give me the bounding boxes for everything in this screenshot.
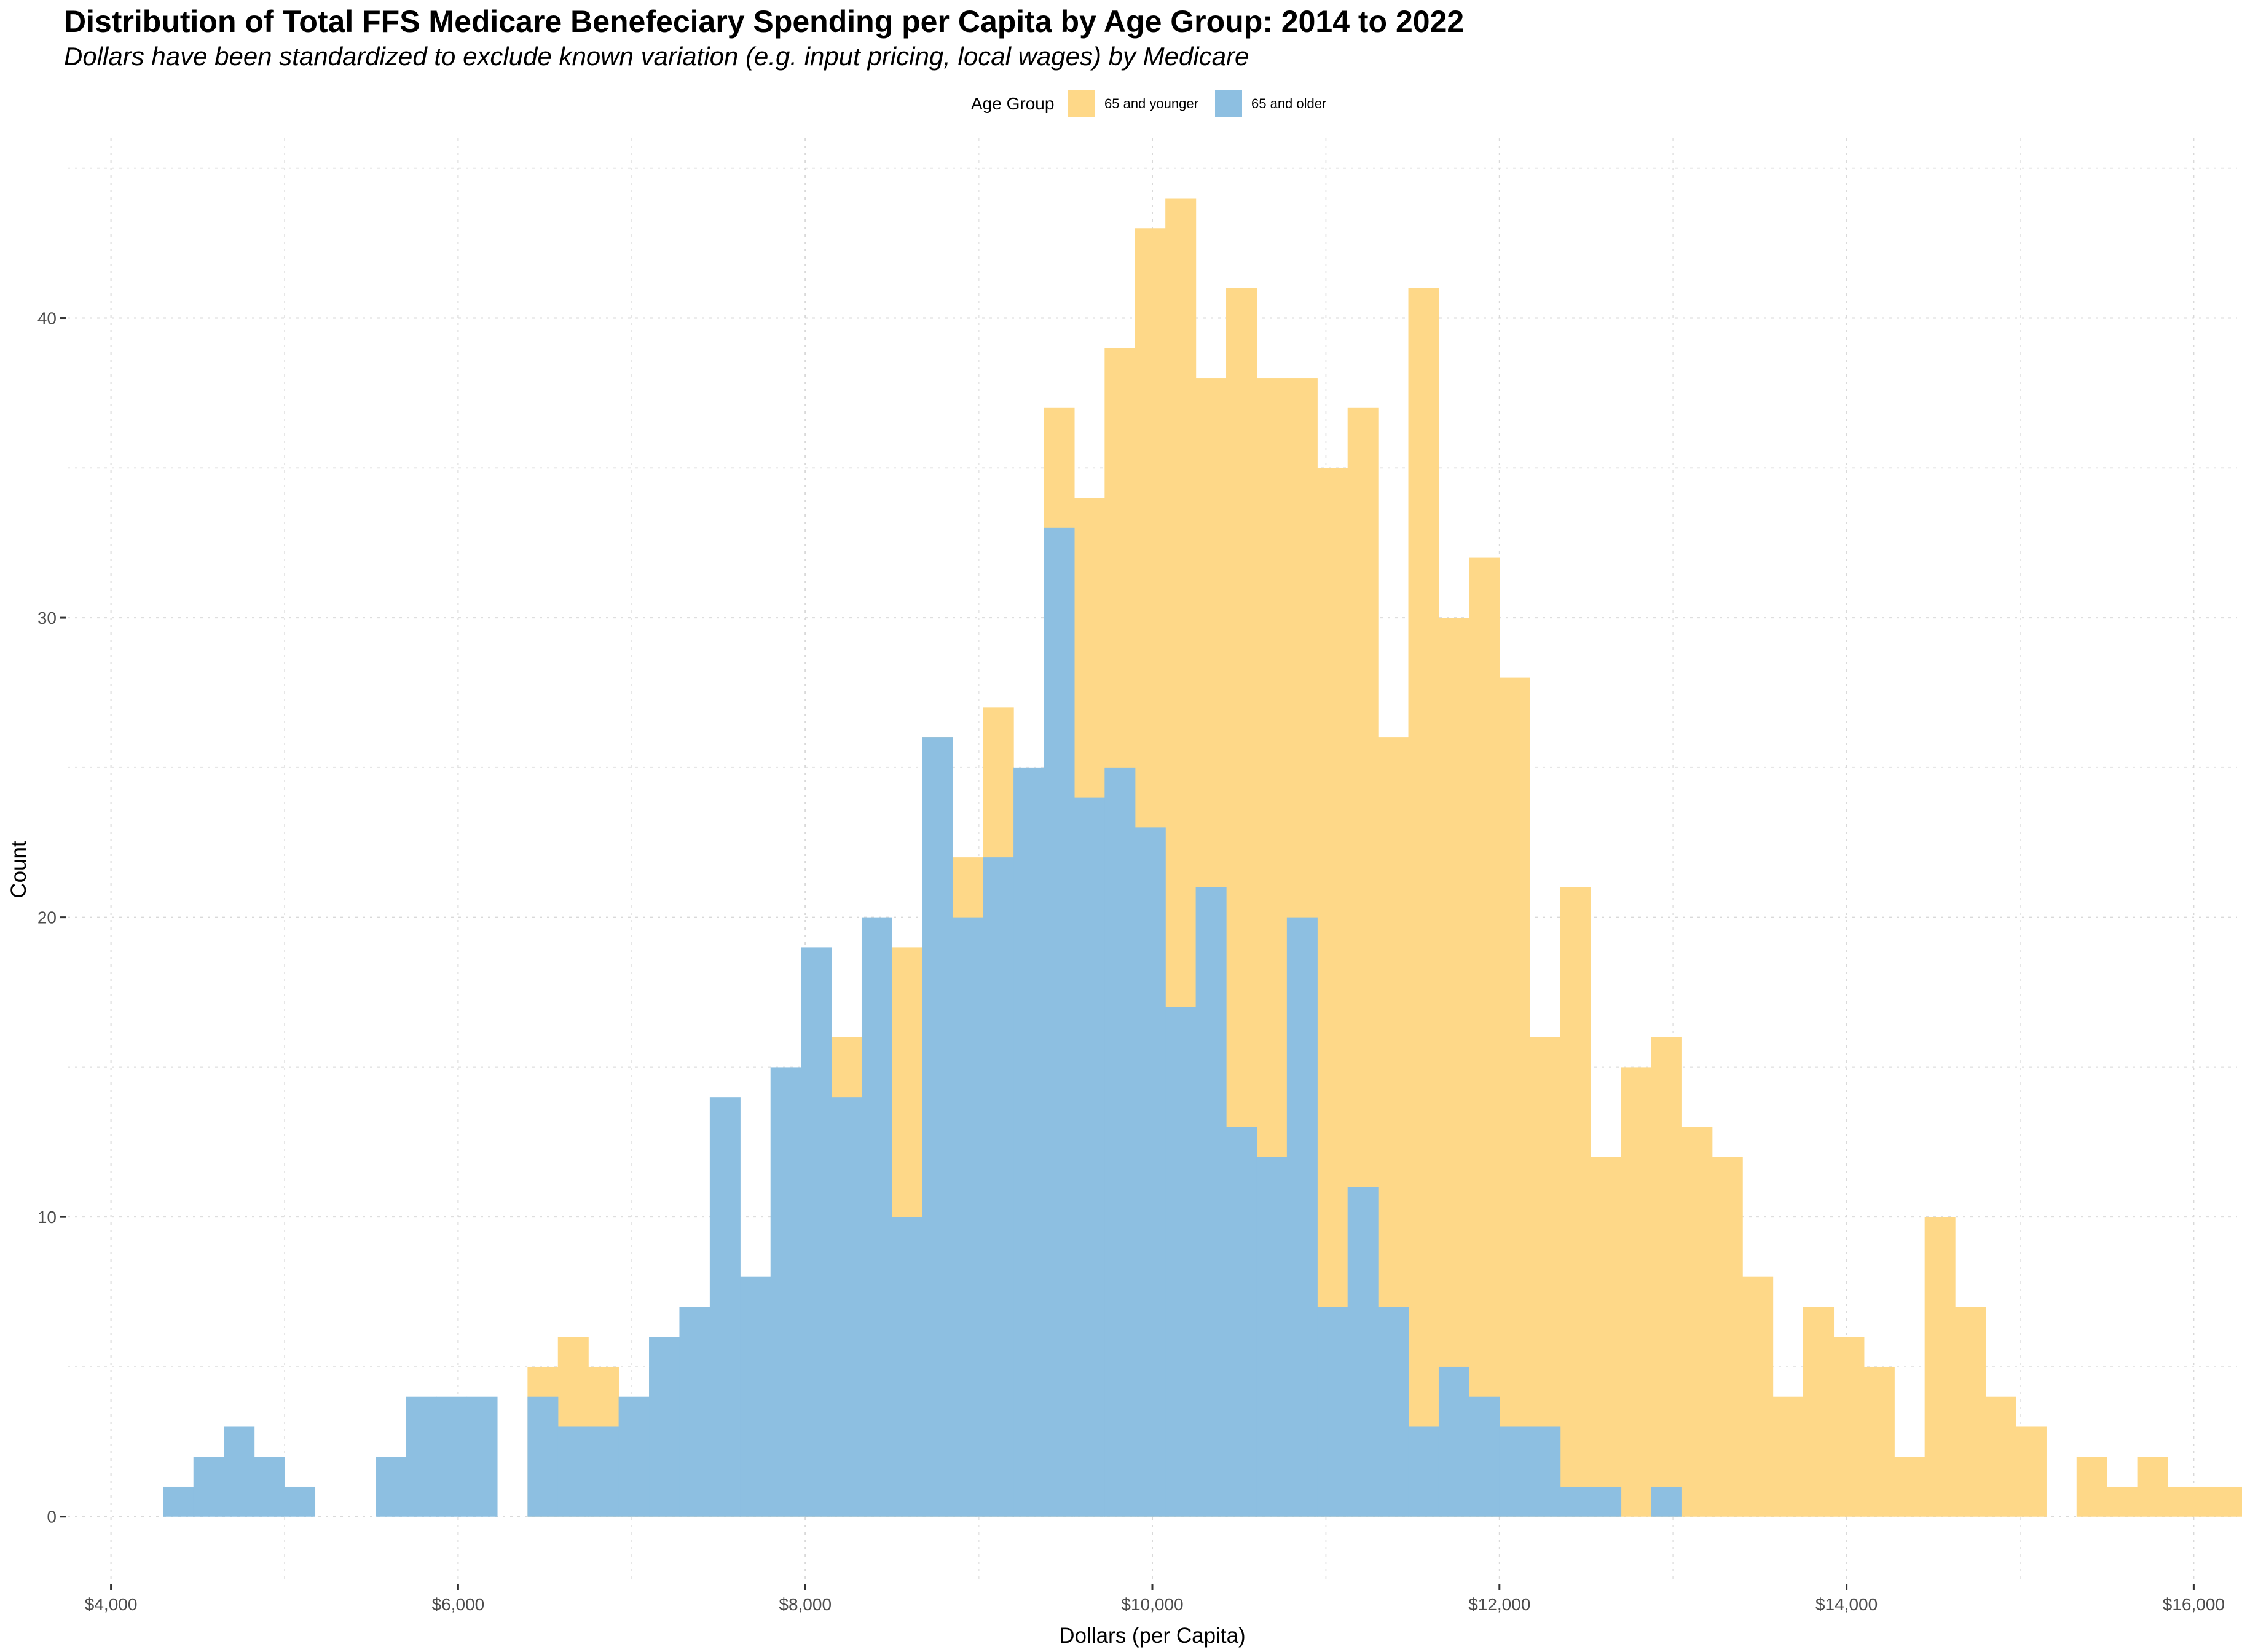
bar-65-and-older (1195, 887, 1227, 1517)
bar-65-and-younger (1924, 1217, 1956, 1517)
bar-65-and-older (466, 1396, 498, 1517)
bar-65-and-older (740, 1276, 771, 1517)
y-tick-label: 30 (37, 608, 57, 627)
bar-65-and-younger (1742, 1276, 1774, 1517)
legend-swatch-65-and-younger (1068, 90, 1095, 117)
bar-65-and-older (285, 1486, 316, 1517)
bar-65-and-older (1165, 1007, 1197, 1517)
bar-65-and-older (922, 738, 953, 1517)
bars (163, 198, 2242, 1517)
bar-65-and-older (376, 1457, 407, 1517)
x-tick-label: $4,000 (85, 1595, 138, 1614)
bar-65-and-older (831, 1097, 862, 1517)
bar-65-and-older (588, 1426, 620, 1517)
chart-title: Distribution of Total FFS Medicare Benef… (64, 4, 1464, 39)
bar-65-and-older (1651, 1486, 1682, 1517)
bar-65-and-younger (1499, 677, 1530, 1517)
bar-65-and-younger (1591, 1157, 1622, 1517)
bar-65-and-older (618, 1396, 650, 1517)
bar-65-and-older (1347, 1187, 1379, 1517)
bar-65-and-older (224, 1426, 255, 1517)
bar-65-and-older (193, 1457, 224, 1517)
bar-65-and-younger (1712, 1157, 1743, 1517)
x-axis-title: Dollars (per Capita) (1059, 1624, 1245, 1648)
bar-65-and-older (1104, 767, 1136, 1517)
bar-65-and-older (1438, 1366, 1469, 1517)
y-tick-label: 0 (47, 1508, 57, 1527)
bar-65-and-younger (1621, 1067, 1652, 1517)
bar-65-and-younger (1469, 557, 1500, 1517)
x-tick-label: $6,000 (432, 1595, 485, 1614)
bar-65-and-younger (2228, 1486, 2242, 1517)
legend-label-65-and-older: 65 and older (1251, 96, 1326, 111)
y-tick-label: 10 (37, 1208, 57, 1227)
y-tick-label: 20 (37, 908, 57, 927)
bar-65-and-younger (2015, 1426, 2047, 1517)
bar-65-and-younger (2107, 1486, 2138, 1517)
bar-65-and-older (953, 917, 984, 1517)
bar-65-and-younger (2168, 1486, 2199, 1517)
x-tick-label: $10,000 (1121, 1595, 1183, 1614)
bar-65-and-older (436, 1396, 468, 1517)
bar-65-and-younger (2198, 1486, 2229, 1517)
bar-65-and-older (1560, 1486, 1591, 1517)
bar-65-and-older (1408, 1426, 1439, 1517)
bar-65-and-older (1530, 1426, 1561, 1517)
bar-65-and-older (1469, 1396, 1500, 1517)
bar-65-and-younger (1651, 1037, 1682, 1517)
bar-65-and-older (770, 1067, 801, 1517)
bar-65-and-older (983, 857, 1014, 1517)
bar-65-and-older (709, 1097, 741, 1517)
bar-65-and-older (1074, 797, 1105, 1517)
bar-65-and-older (1317, 1307, 1348, 1517)
bar-65-and-older (1286, 917, 1318, 1517)
legend-swatch-65-and-older (1215, 90, 1242, 117)
legend-label-65-and-younger: 65 and younger (1104, 96, 1198, 111)
bar-65-and-younger (1803, 1307, 1835, 1517)
y-tick-label: 40 (37, 309, 57, 328)
bar-65-and-younger (1408, 288, 1439, 1517)
y-axis-title: Count (7, 841, 31, 899)
bar-65-and-younger (1863, 1366, 1895, 1517)
legend-title: Age Group (971, 94, 1054, 113)
bar-65-and-older (861, 917, 892, 1517)
bar-65-and-older (649, 1337, 680, 1517)
bar-65-and-older (801, 947, 832, 1517)
bar-65-and-younger (1955, 1307, 1986, 1517)
x-tick-label: $16,000 (2163, 1595, 2225, 1614)
bar-65-and-older (1378, 1307, 1409, 1517)
x-tick-label: $12,000 (1468, 1595, 1530, 1614)
bar-65-and-younger (2137, 1457, 2168, 1517)
bar-65-and-older (1499, 1426, 1530, 1517)
bar-65-and-younger (1985, 1396, 2016, 1517)
bar-65-and-older (892, 1217, 923, 1517)
bar-65-and-older (527, 1396, 559, 1517)
axis-ticks: 0 10 20 30 40 $4,000 $6,000 $8,000 $10,000 $12,00… (37, 309, 2225, 1614)
bar-65-and-younger (1833, 1337, 1865, 1517)
bar-65-and-older (1135, 827, 1166, 1517)
bar-65-and-younger (1682, 1127, 1713, 1517)
bar-65-and-older (254, 1457, 285, 1517)
bar-65-and-younger (1894, 1457, 1925, 1517)
legend: Age Group 65 and younger 65 and older (971, 90, 1326, 117)
bar-65-and-older (1256, 1157, 1288, 1517)
bar-65-and-older (557, 1426, 589, 1517)
bar-65-and-older (679, 1307, 710, 1517)
x-tick-label: $14,000 (1815, 1595, 1878, 1614)
bar-65-and-older (163, 1486, 194, 1517)
bar-65-and-younger (2076, 1457, 2107, 1517)
chart-subtitle: Dollars have been standardized to exclud… (64, 42, 1249, 71)
bar-65-and-younger (1772, 1396, 1804, 1517)
bar-65-and-younger (1560, 887, 1591, 1517)
bar-65-and-older (1013, 767, 1045, 1517)
bar-65-and-older (406, 1396, 437, 1517)
bar-65-and-older (1591, 1486, 1622, 1517)
bar-65-and-older (1044, 527, 1075, 1517)
x-tick-label: $8,000 (779, 1595, 832, 1614)
bar-65-and-older (1226, 1127, 1257, 1517)
